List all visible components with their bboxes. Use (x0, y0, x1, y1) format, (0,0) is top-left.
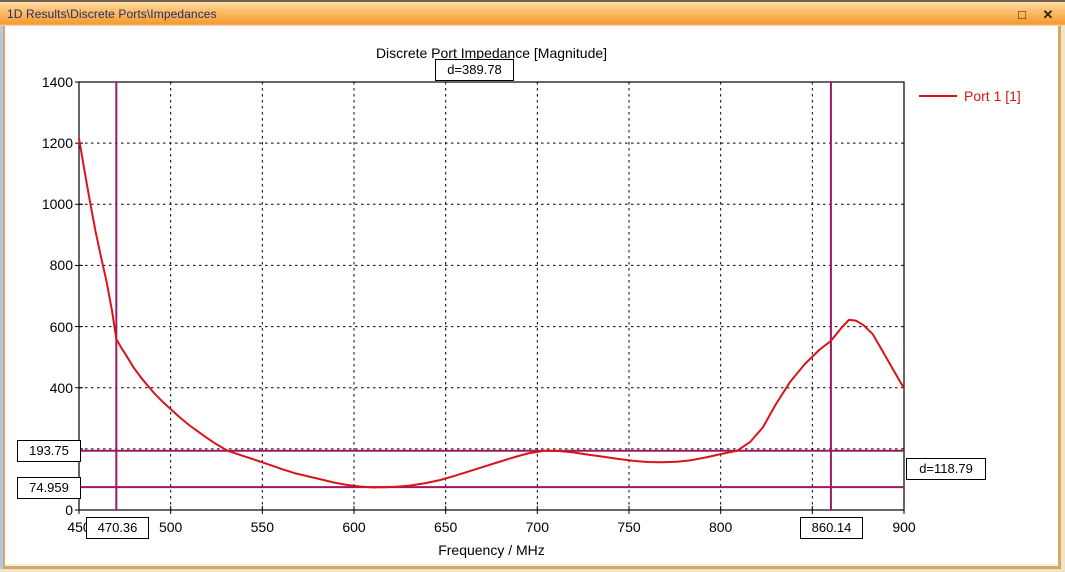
window-border-left (3, 26, 5, 569)
window-title: 1D Results\Discrete Ports\Impedances (7, 7, 217, 21)
x-tick-label: 800 (708, 519, 733, 535)
y-tick-label: 1200 (41, 135, 73, 152)
y-tick-label: 600 (49, 318, 73, 335)
x-tick-label: 900 (892, 519, 916, 535)
y-tick-label: 400 (49, 379, 73, 396)
chart-title: Discrete Port Impedance [Magnitude] (375, 45, 608, 61)
legend-line-swatch (919, 95, 957, 97)
x-tick-label: 550 (250, 519, 274, 535)
x-marker-value-box-2[interactable]: 860.14 (800, 517, 863, 539)
y-tick-label: 800 (49, 257, 73, 274)
window-controls: □ ✕ (1013, 6, 1057, 24)
window-border-bottom-outer (0, 569, 1065, 572)
x-tick-label: 700 (525, 519, 549, 535)
x-tick-label: 600 (342, 519, 366, 535)
x-marker-value-box-1[interactable]: 470.36 (86, 517, 149, 539)
maximize-icon[interactable]: □ (1018, 7, 1026, 22)
close-icon[interactable]: ✕ (1042, 7, 1054, 22)
window-border-left-outer (0, 26, 3, 572)
x-axis-label: Frequency / MHz (438, 542, 545, 558)
x-tick-label: 450 (67, 519, 91, 535)
y-tick-label: 0 (65, 502, 73, 518)
delta-y-box[interactable]: d=118.79 (906, 458, 986, 480)
plot-border (78, 81, 905, 511)
window-titlebar[interactable]: 1D Results\Discrete Ports\Impedances □ ✕ (0, 0, 1065, 26)
window-border-bottom (3, 566, 1061, 569)
window-border-right-outer (1061, 26, 1065, 572)
window-border-bottom-inner (5, 564, 1058, 566)
legend: Port 1 [1] (919, 88, 1021, 104)
x-tick-label: 750 (617, 519, 641, 535)
x-tick-label: 500 (158, 519, 183, 535)
window-border-right (1058, 26, 1061, 569)
y-marker-value-box-1[interactable]: 193.75 (17, 440, 81, 462)
legend-label-port1: Port 1 [1] (964, 88, 1021, 104)
y-tick-label: 1400 (41, 74, 73, 90)
x-tick-label: 650 (433, 519, 458, 535)
y-marker-value-box-2[interactable]: 74.959 (17, 477, 81, 499)
y-tick-label: 1000 (41, 196, 73, 213)
delta-x-box[interactable]: d=389.78 (435, 59, 514, 81)
impedance-curve (78, 137, 905, 489)
